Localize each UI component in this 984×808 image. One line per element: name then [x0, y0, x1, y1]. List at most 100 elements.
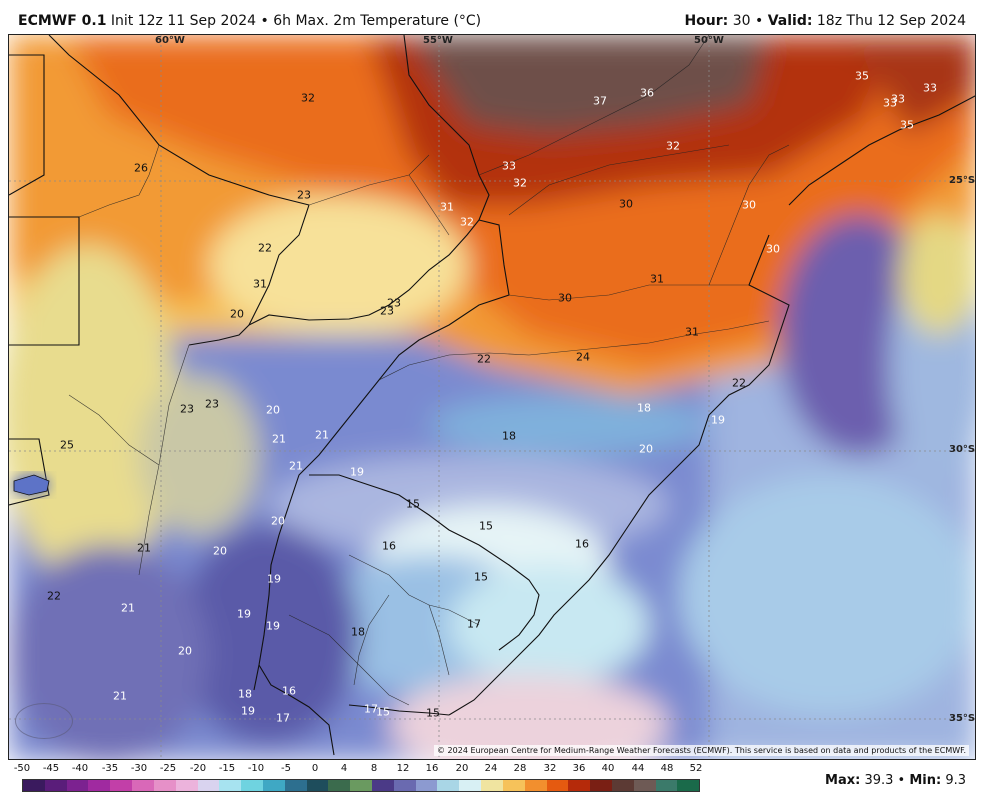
colorbar-tick: -20 — [189, 763, 207, 774]
temp-label: 33 — [891, 92, 905, 106]
temp-label: 32 — [513, 176, 527, 190]
temp-label: 24 — [576, 350, 590, 364]
colorbar-swatch — [44, 780, 67, 791]
colorbar-swatch — [459, 780, 482, 791]
colorbar-tick: 4 — [340, 763, 348, 774]
colorbar-tick: -10 — [247, 763, 265, 774]
valid-label: Valid: — [767, 13, 813, 29]
colorbar-swatch — [655, 780, 678, 791]
colorbar-tick: 8 — [370, 763, 378, 774]
colorbar-swatch — [132, 780, 154, 791]
temp-label: 23 — [180, 402, 194, 416]
temperature-field — [9, 35, 975, 759]
temp-label: 21 — [272, 432, 286, 446]
lagoon — [13, 474, 50, 496]
colorbar-swatch — [677, 780, 700, 791]
temp-label: 32 — [301, 91, 315, 105]
temp-label: 22 — [732, 376, 746, 390]
temp-label: 33 — [883, 96, 897, 110]
colorbar-swatch — [437, 780, 460, 791]
weatherbell-logo — [15, 703, 73, 739]
colorbar-swatch — [66, 780, 89, 791]
colorbar-swatch — [372, 780, 394, 791]
colorbar-swatch — [23, 780, 45, 791]
temp-label: 31 — [650, 272, 664, 286]
temp-label: 18 — [351, 625, 365, 639]
temp-label: 32 — [666, 139, 680, 153]
temp-label: 17 — [467, 617, 481, 631]
hour-label: Hour: — [684, 13, 729, 29]
temp-label: 15 — [479, 519, 493, 533]
temp-label: 36 — [640, 86, 654, 100]
temp-label: 31 — [440, 200, 454, 214]
colorbar-tick: 0 — [311, 763, 319, 774]
colorbar-swatch — [415, 780, 438, 791]
colorbar-swatch — [197, 780, 220, 791]
temp-label: 22 — [258, 241, 272, 255]
temp-label: 25 — [60, 438, 74, 452]
temp-label: 20 — [639, 442, 653, 456]
temp-label: 19 — [350, 465, 364, 479]
min-value: 9.3 — [941, 773, 966, 788]
temp-label: 21 — [289, 459, 303, 473]
colorbar-swatch — [611, 780, 634, 791]
temp-label: 19 — [266, 619, 280, 633]
temp-label: 17 — [364, 702, 378, 716]
colorbar-tick: -40 — [71, 763, 89, 774]
colorbar-tick: 28 — [513, 763, 527, 774]
colorbar-swatch — [153, 780, 176, 791]
colorbar-swatch — [350, 780, 372, 791]
colorbar-tick: 12 — [396, 763, 410, 774]
temp-label: 32 — [460, 215, 474, 229]
valid-value: 18z Thu 12 Sep 2024 — [812, 13, 966, 29]
temp-label: 19 — [267, 572, 281, 586]
temp-label: 18 — [502, 429, 516, 443]
temp-label: 23 — [380, 304, 394, 318]
colorbar-swatch — [546, 780, 569, 791]
temp-label: 30 — [766, 242, 780, 256]
colorbar-ticks: -50 -45 -40 -35 -30 -25 -20 -15 -10 -5 0… — [0, 763, 984, 777]
colorbar-tick: -15 — [218, 763, 236, 774]
colorbar-tick: 24 — [484, 763, 498, 774]
map-canvas — [9, 35, 975, 759]
temp-label: 21 — [121, 601, 135, 615]
colorbar-swatch — [284, 780, 307, 791]
colorbar-tick: 32 — [543, 763, 557, 774]
temp-label: 33 — [923, 81, 937, 95]
temp-label: 19 — [241, 704, 255, 718]
colorbar-tick: -45 — [42, 763, 60, 774]
max-label: Max: — [825, 773, 861, 788]
colorbar-swatch — [306, 780, 329, 791]
colorbar — [22, 779, 700, 792]
colorbar-swatch — [481, 780, 503, 791]
colorbar-swatch — [633, 780, 656, 791]
lon-label-55w: 55°W — [423, 35, 453, 46]
temp-label: 20 — [271, 514, 285, 528]
state-lines — [68, 35, 790, 706]
lon-label-60w: 60°W — [155, 35, 185, 46]
temp-label: 37 — [593, 94, 607, 108]
temperature-map[interactable]: 60°W 55°W 50°W 25°S 30°S 35°S 32 37 36 3… — [8, 34, 976, 760]
temp-label: 15 — [406, 497, 420, 511]
colorbar-tick: 52 — [689, 763, 703, 774]
temp-label: 15 — [426, 706, 440, 720]
temp-label: 22 — [47, 589, 61, 603]
colorbar-tick: -30 — [130, 763, 148, 774]
colorbar-swatch — [328, 780, 351, 791]
temp-label: 18 — [637, 401, 651, 415]
temp-label: 20 — [178, 644, 192, 658]
colorbar-swatch — [175, 780, 198, 791]
temp-label: 16 — [575, 537, 589, 551]
colorbar-tick: 40 — [601, 763, 615, 774]
colorbar-swatch — [110, 780, 133, 791]
temp-label: 35 — [855, 69, 869, 83]
temp-label: 16 — [382, 539, 396, 553]
temp-label: 15 — [376, 705, 390, 719]
temp-label: 35 — [900, 118, 914, 132]
colorbar-tick: -35 — [101, 763, 119, 774]
temp-label: 23 — [205, 397, 219, 411]
colorbar-swatch — [590, 780, 612, 791]
lon-label-50w: 50°W — [694, 35, 724, 46]
temp-label: 31 — [253, 277, 267, 291]
lat-label-35s: 35°S — [949, 713, 976, 724]
